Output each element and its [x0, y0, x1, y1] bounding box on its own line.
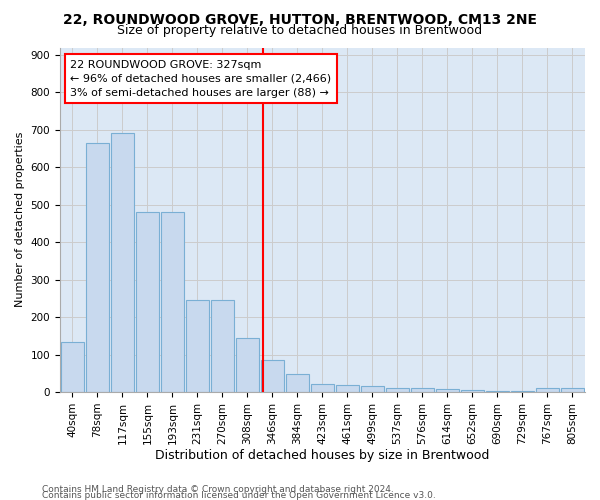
Bar [311, 384, 334, 392]
Bar [211, 300, 233, 392]
Bar [336, 386, 359, 392]
Bar [186, 300, 209, 392]
Bar [286, 374, 308, 392]
Y-axis label: Number of detached properties: Number of detached properties [15, 132, 25, 308]
Bar [461, 390, 484, 392]
Bar [86, 143, 109, 392]
Text: Contains HM Land Registry data © Crown copyright and database right 2024.: Contains HM Land Registry data © Crown c… [42, 485, 394, 494]
Text: Size of property relative to detached houses in Brentwood: Size of property relative to detached ho… [118, 24, 482, 37]
Bar [411, 388, 434, 392]
Bar [236, 338, 259, 392]
Bar [111, 132, 134, 392]
Bar [536, 388, 559, 392]
Bar [436, 390, 459, 392]
Text: 22 ROUNDWOOD GROVE: 327sqm
← 96% of detached houses are smaller (2,466)
3% of se: 22 ROUNDWOOD GROVE: 327sqm ← 96% of deta… [70, 60, 332, 98]
Text: Contains public sector information licensed under the Open Government Licence v3: Contains public sector information licen… [42, 490, 436, 500]
Bar [386, 388, 409, 392]
Bar [136, 212, 158, 392]
X-axis label: Distribution of detached houses by size in Brentwood: Distribution of detached houses by size … [155, 450, 490, 462]
Bar [161, 212, 184, 392]
Bar [261, 360, 284, 392]
Bar [561, 388, 584, 392]
Bar [361, 386, 384, 392]
Bar [61, 342, 83, 392]
Text: 22, ROUNDWOOD GROVE, HUTTON, BRENTWOOD, CM13 2NE: 22, ROUNDWOOD GROVE, HUTTON, BRENTWOOD, … [63, 12, 537, 26]
